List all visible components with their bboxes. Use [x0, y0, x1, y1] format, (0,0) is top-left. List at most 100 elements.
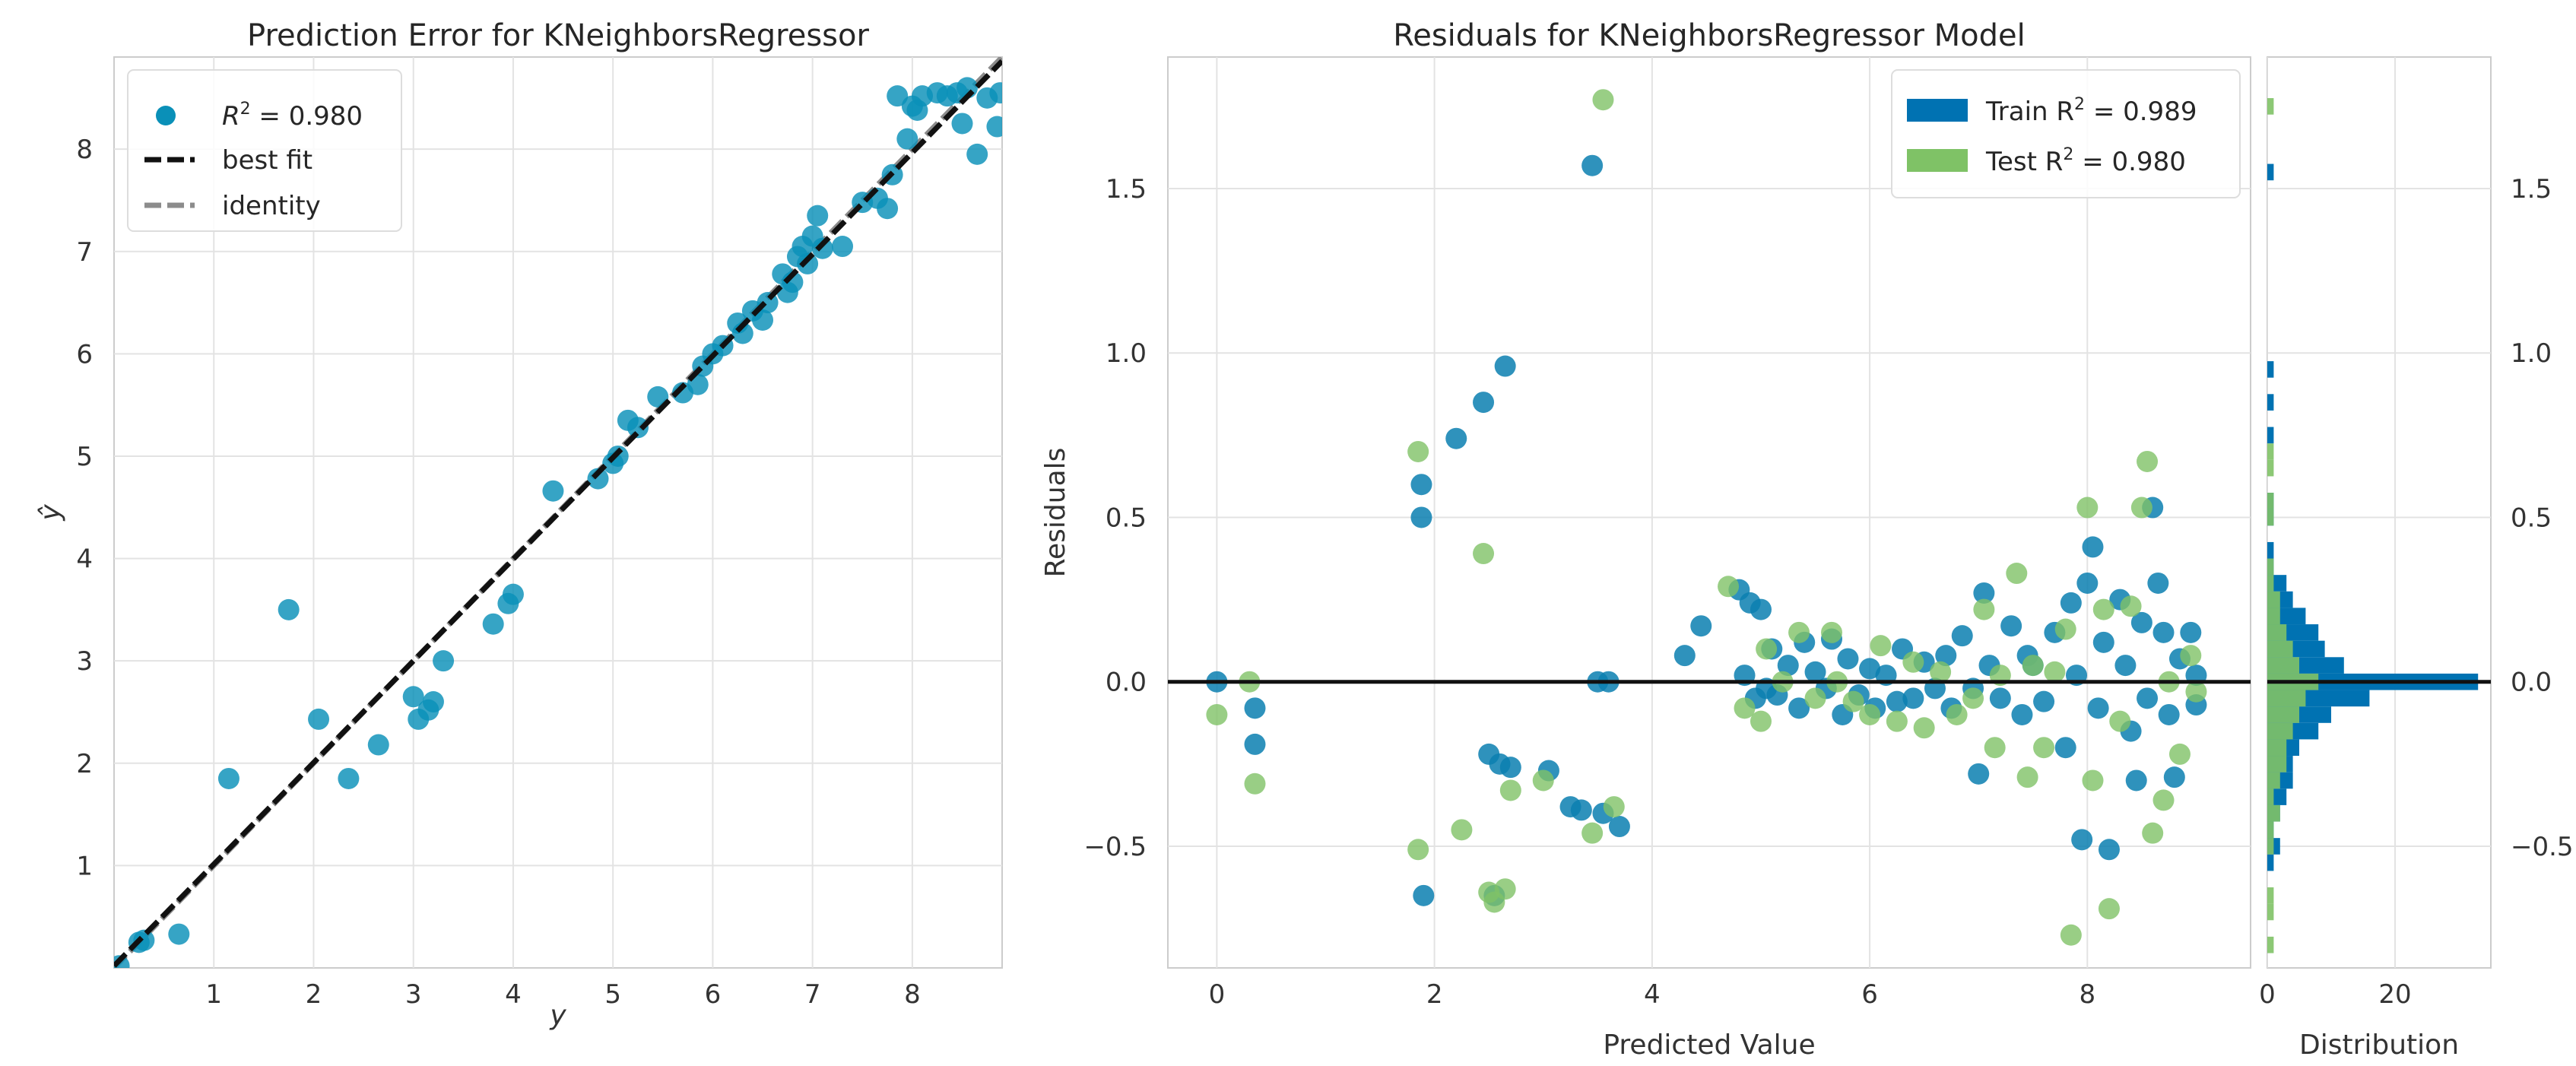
scatter-point: [986, 116, 1002, 138]
train-residual-point: [2137, 687, 2159, 709]
y-tick-label: −0.5: [1083, 832, 1147, 862]
test-residual-point: [1244, 773, 1266, 795]
train-residual-point: [1494, 355, 1516, 377]
y-tick-label: 0.5: [1106, 503, 1147, 533]
x-tick-label: 4: [1644, 979, 1661, 1010]
test-residual-point: [2044, 661, 2066, 683]
residuals-x-label: Predicted Value: [1603, 1030, 1815, 1061]
y-tick-label: 2: [76, 749, 93, 779]
test-residual-point: [1206, 703, 1228, 725]
train-residual-point: [1859, 658, 1881, 680]
scatter-point: [887, 85, 909, 107]
scatter-point: [422, 691, 444, 713]
train-residual-point: [2033, 690, 2055, 712]
scatter-point: [877, 198, 899, 220]
x-tick-label: 4: [505, 979, 522, 1010]
scatter-point: [989, 82, 1002, 104]
scatter-point: [338, 767, 360, 789]
train-distribution-bar: [2267, 163, 2274, 181]
train-residual-point: [2054, 737, 2076, 759]
train-residual-point: [2060, 592, 2082, 614]
test-residual-point: [1473, 543, 1495, 565]
prediction-error-legend-box: [127, 69, 402, 232]
train-distribution-bar: [2267, 541, 2274, 559]
y-tick-label: 4: [76, 544, 93, 575]
distribution-panel: 0 20 −0.5 0.0 0.5 1.0 1.5 Distribution: [2259, 56, 2574, 1061]
train-residual-point: [2152, 621, 2175, 643]
residuals-legend-box: [1891, 69, 2241, 198]
test-residual-point: [1886, 710, 1908, 732]
test-distribution-bar: [2267, 756, 2287, 773]
x-tick-label: 8: [2080, 979, 2096, 1010]
prediction-error-x-label: y: [549, 1000, 566, 1031]
train-residual-point: [2011, 703, 2033, 725]
test-distribution-bar: [2267, 608, 2280, 625]
test-residual-point: [2006, 563, 2028, 585]
distribution-x-label: Distribution: [2299, 1030, 2459, 1061]
train-residual-point: [2098, 839, 2120, 861]
y-tick-label: 0.5: [2511, 503, 2552, 533]
train-residual-point: [2000, 615, 2022, 637]
train-residual-point: [1410, 506, 1432, 528]
test-distribution-bar: [2267, 493, 2274, 509]
scatter-point: [627, 417, 649, 439]
y-tick-label: 8: [76, 135, 93, 165]
test-distribution-bar: [2267, 772, 2280, 789]
train-residual-point: [1837, 648, 1859, 670]
test-distribution-bar: [2267, 591, 2280, 608]
train-residual-point: [2147, 572, 2169, 594]
train-distribution-bar: [2267, 394, 2274, 411]
y-tick-label: −0.5: [2511, 832, 2574, 862]
test-distribution-bar: [2267, 936, 2274, 953]
test-distribution-bar: [2267, 558, 2274, 576]
scatter-point: [587, 468, 609, 490]
x-tick-label: 0: [1209, 979, 1226, 1010]
test-residual-point: [1842, 690, 1864, 712]
x-tick-label: 3: [405, 979, 422, 1010]
train-residual-point: [2082, 536, 2104, 558]
test-residual-point: [2092, 598, 2114, 620]
test-distribution-bar: [2267, 443, 2274, 460]
scatter-point: [217, 767, 240, 789]
test-residual-point: [1788, 621, 1810, 643]
scatter-point: [797, 252, 819, 274]
test-residual-point: [2152, 789, 2175, 811]
prediction-error-grid: [114, 57, 1002, 968]
scatter-point: [832, 236, 854, 258]
y-tick-label: 7: [76, 237, 93, 268]
test-distribution-bar: [2267, 887, 2274, 904]
x-tick-label: 8: [904, 979, 921, 1010]
prediction-error-y-ticks: 1 2 3 4 5 6 7 8: [76, 135, 93, 881]
x-tick-label: 7: [804, 979, 821, 1010]
y-tick-label: 5: [76, 442, 93, 472]
train-residual-point: [2130, 611, 2152, 633]
test-distribution-bar: [2267, 98, 2274, 115]
y-tick-label: 1.5: [2511, 174, 2552, 205]
legend-label-test: Test R2 = 0.980: [1985, 145, 2186, 177]
test-residual-point: [1756, 638, 1778, 660]
x-tick-label: 2: [306, 979, 322, 1010]
train-residual-point: [1673, 645, 1696, 667]
test-distribution-bar: [2267, 575, 2274, 592]
legend-patch-train: [1907, 99, 1968, 122]
train-residual-point: [1750, 598, 1772, 620]
train-residual-point: [2087, 697, 2109, 719]
train-residual-point: [1935, 645, 1957, 667]
train-distribution-bar: [2267, 854, 2274, 871]
distribution-plot-area: [2267, 56, 2492, 969]
train-residual-point: [1902, 687, 1924, 709]
train-residual-point: [1473, 392, 1495, 414]
train-residual-point: [1244, 697, 1266, 719]
train-residual-point: [2092, 631, 2114, 653]
test-residual-point: [2109, 710, 2131, 732]
train-residual-point: [1410, 474, 1432, 496]
y-tick-label: 6: [76, 339, 93, 370]
train-residual-point: [2125, 769, 2147, 792]
x-tick-label: 6: [705, 979, 722, 1010]
test-residual-point: [2033, 737, 2055, 759]
train-residual-point: [2158, 703, 2180, 725]
scatter-point: [402, 686, 424, 708]
train-residual-point: [1581, 154, 1604, 176]
test-residual-point: [2022, 655, 2044, 677]
train-residual-point: [2076, 572, 2099, 594]
